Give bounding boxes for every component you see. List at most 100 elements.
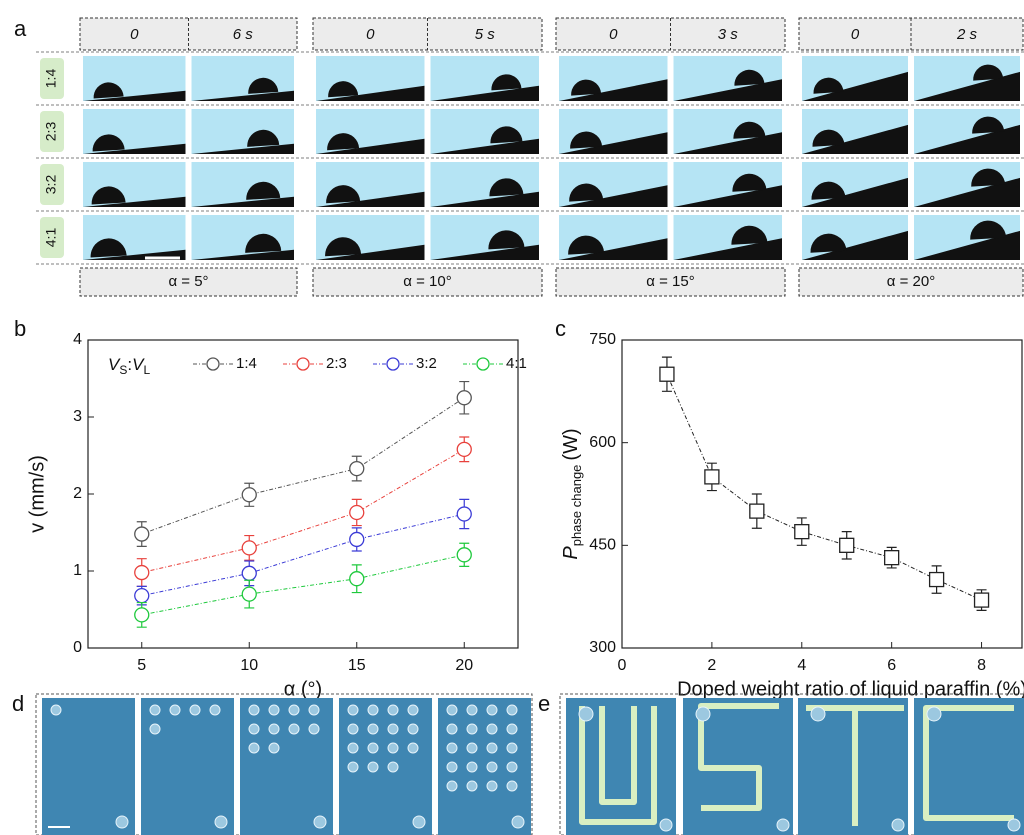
droplet — [506, 761, 518, 773]
marker — [349, 504, 365, 521]
droplet — [149, 723, 161, 735]
x-tick-label: 10 — [240, 657, 258, 674]
marker — [134, 587, 150, 604]
substrate — [673, 132, 782, 154]
ratio-box — [40, 58, 64, 99]
plot-frame — [621, 339, 1023, 649]
time-label: 5 s — [475, 26, 496, 43]
droplet — [486, 723, 498, 735]
droplet — [926, 706, 942, 722]
droplet — [308, 704, 320, 716]
droplet — [506, 723, 518, 735]
droplet — [659, 818, 673, 832]
droplet — [328, 81, 359, 98]
droplet — [812, 129, 845, 147]
angle-label: α = 10° — [403, 273, 451, 290]
photo-d — [240, 698, 333, 835]
substrate — [673, 79, 782, 101]
substrate — [191, 196, 294, 207]
substrate — [673, 238, 782, 260]
droplet — [446, 704, 458, 716]
substrate — [430, 138, 539, 154]
x-tick-label: 4 — [797, 657, 806, 674]
droplet — [466, 780, 478, 792]
droplet — [149, 704, 161, 716]
droplet — [466, 761, 478, 773]
photo-d — [42, 698, 135, 835]
ratio-label: 4:1 — [43, 228, 59, 248]
droplet — [387, 723, 399, 735]
droplet — [347, 761, 359, 773]
droplet — [486, 761, 498, 773]
legend-title-part: V — [108, 355, 121, 374]
marker — [884, 550, 900, 566]
droplet — [407, 723, 419, 735]
panel-label: b — [14, 316, 26, 341]
legend-title-part: L — [143, 363, 150, 377]
marker — [973, 592, 990, 608]
x-tick-label: 8 — [977, 657, 986, 674]
droplet — [268, 704, 280, 716]
legend-marker — [476, 357, 490, 371]
droplet — [733, 121, 766, 139]
ratio-box — [40, 217, 64, 258]
y-axis-label-part: P — [560, 546, 582, 560]
droplet — [813, 77, 844, 94]
droplet — [248, 704, 260, 716]
droplet — [1007, 818, 1021, 832]
marker — [349, 460, 365, 477]
droplet — [367, 704, 379, 716]
x-tick-label: 6 — [887, 657, 896, 674]
droplet — [367, 723, 379, 735]
channel — [923, 705, 1014, 821]
time-label: 0 — [609, 26, 618, 43]
photo-frame — [559, 693, 1024, 835]
legend-label: 2:3 — [326, 355, 347, 372]
channel — [579, 706, 657, 825]
droplet — [973, 64, 1004, 81]
legend-marker — [206, 357, 220, 371]
angle-label: α = 20° — [887, 273, 935, 290]
angle-label: α = 15° — [646, 273, 694, 290]
legend-label: 3:2 — [416, 355, 437, 372]
droplet — [810, 706, 826, 722]
x-axis-label: α (°) — [284, 678, 322, 700]
marker — [349, 571, 365, 587]
droplet — [734, 69, 765, 86]
droplet — [247, 129, 280, 147]
y-tick-label: 3 — [73, 408, 82, 425]
x-tick-label: 5 — [137, 657, 146, 674]
time-label: 0 — [851, 26, 860, 43]
channel-letter — [923, 705, 1014, 821]
marker — [241, 565, 257, 581]
droplet — [466, 704, 478, 716]
droplet — [367, 742, 379, 754]
marker — [456, 390, 472, 406]
droplet — [490, 126, 523, 144]
x-tick-label: 20 — [455, 657, 473, 674]
marker — [456, 441, 472, 457]
x-axis-label: Doped weight ratio of liquid paraffin (%… — [677, 678, 1024, 700]
droplet — [407, 742, 419, 754]
substrate — [83, 143, 186, 154]
substrate — [83, 90, 186, 101]
substrate — [316, 85, 425, 101]
substrate — [430, 191, 539, 207]
substrate — [430, 244, 539, 260]
panel-label: a — [14, 16, 27, 41]
droplet — [248, 723, 260, 735]
photo-frame — [35, 693, 533, 835]
series-line — [141, 448, 465, 574]
substrate — [559, 185, 668, 207]
droplet — [325, 237, 362, 257]
droplet — [288, 723, 300, 735]
substrate — [559, 79, 668, 101]
substrate — [802, 71, 908, 101]
series-line — [141, 397, 465, 535]
droplet — [347, 723, 359, 735]
droplet — [189, 704, 201, 716]
droplet — [387, 742, 399, 754]
droplet — [209, 704, 221, 716]
droplet — [568, 235, 605, 255]
droplet — [93, 82, 124, 99]
